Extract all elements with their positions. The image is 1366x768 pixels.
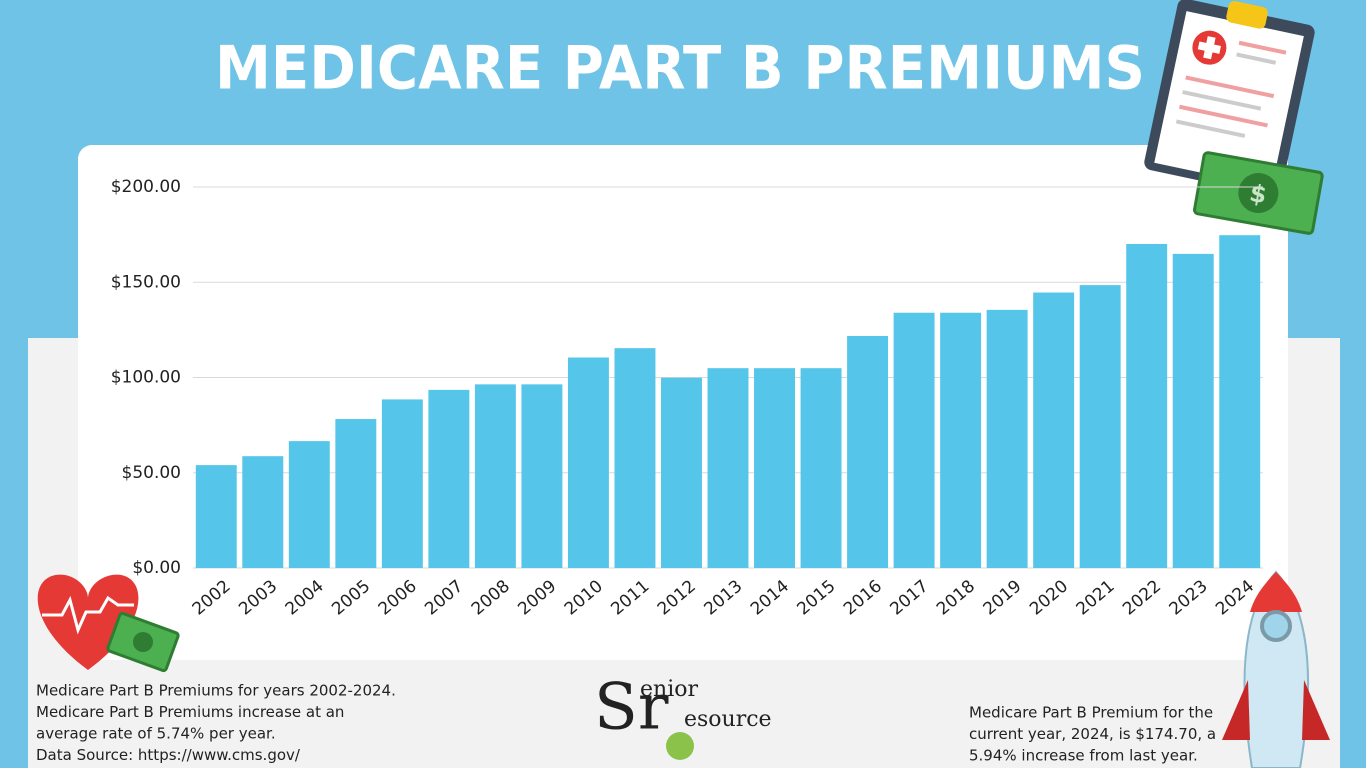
footer-left-line: Medicare Part B Premiums increase at an: [36, 703, 344, 721]
clipboard-icon: [1144, 0, 1315, 197]
bar: [381, 399, 423, 568]
bar: [242, 456, 284, 568]
bar: [940, 312, 982, 568]
bar: [1172, 253, 1214, 569]
rocket-icon: [1222, 570, 1330, 768]
logo-dot: [666, 732, 694, 760]
logo-top: enior: [640, 677, 698, 702]
bar: [288, 441, 330, 568]
bar: [567, 357, 609, 568]
svg-text:$: $: [1248, 179, 1269, 209]
bar: [754, 368, 795, 568]
footer-left-line: Data Source: https://www.cms.gov/: [36, 746, 301, 764]
bar: [847, 335, 889, 568]
bar: [614, 348, 656, 568]
bar: [428, 389, 470, 568]
footer-left-line: Medicare Part B Premiums for years 2002-…: [36, 682, 396, 700]
bar: [474, 384, 516, 568]
footer-right-line: 5.94% increase from last year.: [969, 747, 1198, 765]
logo-bottom: esource: [684, 707, 772, 732]
y-tick-label: $200.00: [111, 177, 181, 197]
bar: [521, 384, 563, 568]
bar: [1033, 292, 1075, 568]
logo: Sr enior esource: [594, 671, 772, 760]
bar: [986, 309, 1028, 568]
chart-title: MEDICARE PART B PREMIUMS: [215, 34, 1145, 104]
footer-left-line: average rate of 5.74% per year.: [36, 725, 276, 743]
heart-icon: [37, 574, 180, 673]
y-tick-label: $0.00: [132, 558, 181, 578]
y-tick-label: $150.00: [111, 272, 181, 292]
logo-mark: Sr: [594, 671, 669, 745]
money-icon: $: [1193, 151, 1324, 235]
bar: [707, 368, 749, 568]
bar: [1079, 285, 1121, 568]
bar: [335, 419, 377, 568]
bar: [800, 368, 842, 568]
y-tick-label: $100.00: [111, 368, 181, 388]
bar: [893, 312, 935, 568]
bar: [195, 465, 237, 568]
footer-right-line: current year, 2024, is $174.70, a: [969, 725, 1216, 743]
bar: [1126, 243, 1168, 568]
y-tick-label: $50.00: [122, 463, 181, 483]
footer-right-line: Medicare Part B Premium for the: [969, 704, 1213, 722]
bar: [661, 377, 702, 568]
bar: [1219, 235, 1261, 568]
